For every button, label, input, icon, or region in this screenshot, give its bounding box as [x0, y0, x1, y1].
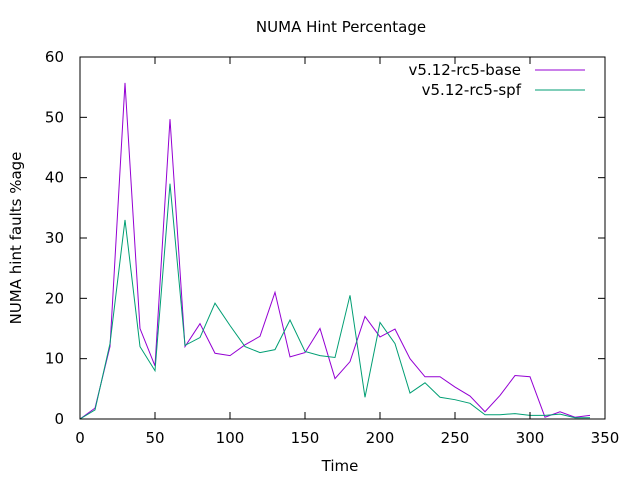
- x-tick-label: 100: [216, 429, 245, 447]
- y-tick-label: 20: [45, 289, 64, 307]
- legend: v5.12-rc5-base v5.12-rc5-spf: [409, 61, 585, 99]
- y-axis-label: NUMA hint faults %age: [7, 152, 25, 325]
- chart-title: NUMA Hint Percentage: [256, 18, 426, 36]
- y-tick-label: 50: [45, 108, 64, 126]
- x-axis: 0 50 100 150 200 250 300 350: [75, 57, 619, 447]
- y-tick-label: 10: [45, 350, 64, 368]
- x-tick-label: 150: [291, 429, 320, 447]
- plot-lines: [79, 82, 591, 420]
- y-tick-label: 40: [45, 169, 64, 187]
- x-tick-label: 0: [75, 429, 85, 447]
- y-tick-label: 30: [45, 229, 64, 247]
- legend-label-1: v5.12-rc5-base: [409, 61, 522, 79]
- x-axis-label: Time: [321, 457, 359, 475]
- x-tick-label: 250: [441, 429, 470, 447]
- x-tick-label: 300: [516, 429, 545, 447]
- legend-label-2: v5.12-rc5-spf: [422, 81, 522, 99]
- x-tick-label: 350: [591, 429, 620, 447]
- y-tick-label: 60: [45, 48, 64, 66]
- x-tick-label: 50: [145, 429, 164, 447]
- y-tick-label: 0: [54, 410, 64, 428]
- x-tick-label: 200: [366, 429, 395, 447]
- y-axis: 0 10 20 30 40 50 60: [45, 48, 605, 428]
- series-line-1: [79, 82, 591, 420]
- series-line-2: [79, 183, 590, 420]
